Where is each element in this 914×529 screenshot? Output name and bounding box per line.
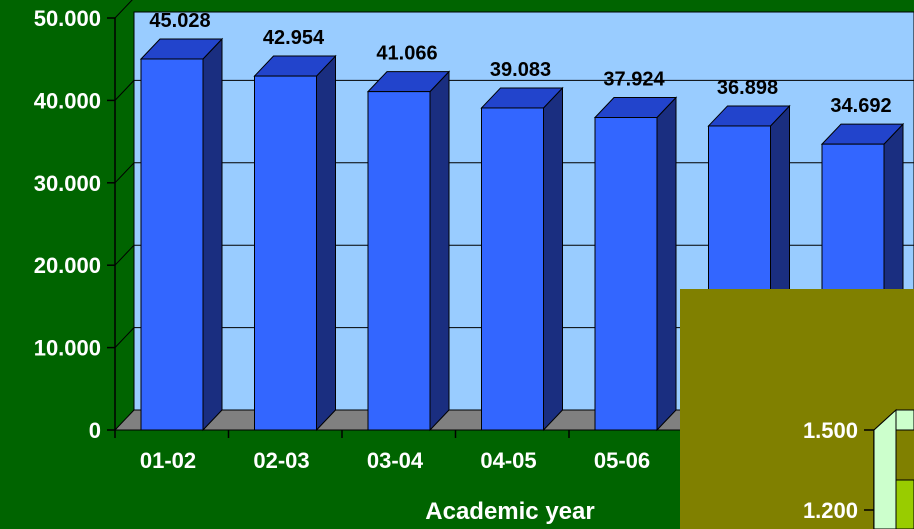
bar-side: [656, 96, 677, 432]
inset-ytick-label-1200: 1.200: [803, 498, 858, 523]
gridline-diagonal: [114, 0, 133, 19]
y-tick-label: 50.000: [34, 6, 101, 31]
y-tick-label: 30.000: [34, 171, 101, 196]
y-tick-label: 40.000: [34, 88, 101, 113]
bar-side: [429, 70, 450, 432]
inset-ytick-label-1500: 1.500: [803, 418, 858, 443]
x-axis-label: Academic year: [425, 498, 594, 525]
value-label-07-08: 34.692: [830, 95, 891, 117]
bar-02-03: [253, 54, 337, 432]
x-axis-ticks: 01-02 02-03 03-04 04-05 05-06: [114, 430, 650, 473]
bar-05-06: [593, 96, 678, 432]
inset-bar-side: [873, 408, 897, 529]
value-label-06-07: 36.898: [717, 77, 778, 99]
value-label-03-04: 41.066: [376, 43, 437, 65]
y-tick-label: 0: [89, 418, 101, 443]
bar-04-05: [480, 86, 564, 432]
bar-01-02: [139, 37, 224, 432]
bar-side: [543, 86, 563, 432]
x-tick-label-02-03: 02-03: [253, 448, 309, 473]
bar-side: [202, 37, 223, 432]
y-tick-label: 10.000: [34, 336, 101, 361]
bar-side: [316, 54, 336, 432]
value-label-02-03: 42.954: [263, 27, 325, 49]
inset-bar-front: [895, 479, 914, 529]
x-tick-label-05-06: 05-06: [594, 448, 650, 473]
x-tick-label-03-04: 03-04: [367, 448, 424, 473]
x-tick-label-01-02: 01-02: [140, 448, 196, 473]
gridline-diagonal: [114, 327, 135, 348]
x-tick-label-04-05: 04-05: [480, 448, 536, 473]
bar-front: [481, 107, 544, 431]
value-labels: 45.028 42.954 41.066 39.083 37.924 36.898 34.6…: [149, 10, 891, 117]
bar-03-04: [366, 70, 451, 432]
bar-front: [140, 58, 204, 431]
gridline-diagonal: [114, 80, 135, 101]
bar-front: [594, 117, 658, 431]
main-chart: 0 10.000 20.000 30.000 40.000 50.000 45.028 42…: [34, 0, 914, 525]
bar-front: [367, 91, 431, 431]
value-label-04-05: 39.083: [490, 59, 551, 81]
value-label-05-06: 37.924: [603, 69, 665, 91]
value-label-01-02: 45.028: [149, 10, 210, 32]
y-axis-ticks: 0 10.000 20.000 30.000 40.000 50.000: [34, 6, 115, 443]
inset-chart: 1.500 1.200: [680, 289, 914, 529]
bar-front: [254, 75, 317, 431]
gridline-diagonal: [114, 244, 135, 266]
gridline-diagonal: [114, 162, 135, 184]
y-tick-label: 20.000: [34, 253, 101, 278]
